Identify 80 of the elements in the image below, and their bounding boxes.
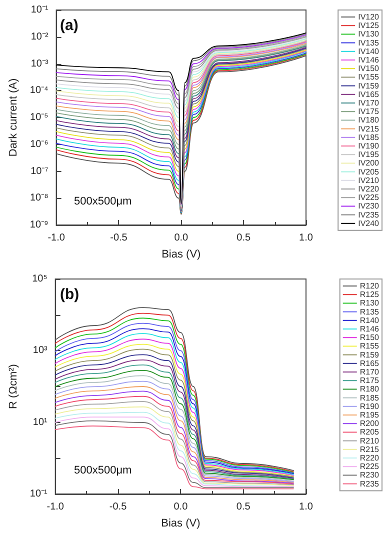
legend-label: R180 (360, 384, 380, 394)
y-tick-label: 10¹ (32, 416, 48, 428)
annotation: (a) (60, 17, 78, 34)
legend-label: IV159 (358, 81, 380, 90)
legend-label: R235 (360, 479, 380, 488)
x-tick-label: 1.0 (299, 232, 314, 244)
x-tick-label: 0.0 (174, 232, 189, 244)
legend-label: IV220 (358, 184, 380, 194)
legend-label: R210 (360, 436, 380, 446)
y-tick-label: 10⁵ (32, 274, 48, 284)
legend-label: R200 (360, 419, 380, 428)
legend-label: IV150 (358, 64, 380, 74)
x-tick-label: 0.5 (236, 232, 251, 244)
legend-label: R140 (360, 316, 380, 325)
y-tick-label: 10⁻³ (30, 58, 49, 70)
legend-label: R130 (360, 298, 380, 308)
legend-label: R185 (360, 393, 380, 402)
annotation: (b) (60, 286, 80, 303)
y-tick-label: 10⁻⁹ (30, 220, 48, 230)
legend-label: R170 (360, 368, 380, 376)
y-tick-label: 10⁻⁷ (30, 166, 49, 177)
x-tick-label: 1.0 (299, 502, 314, 512)
legend-label: R205 (360, 428, 380, 437)
legend-label: IV155 (358, 72, 380, 82)
y-tick-label: 10⁻¹ (30, 488, 48, 500)
x-tick-label: -1.0 (46, 502, 64, 512)
legend-label: IV180 (358, 116, 380, 125)
legend-label: IV120 (358, 12, 380, 22)
legend-label: IV190 (358, 142, 380, 150)
legend-label: IV125 (358, 21, 380, 30)
annotation: 500x500μm (74, 196, 132, 208)
legend-label: IV200 (358, 158, 380, 168)
y-tick-label: 10³ (32, 345, 48, 356)
legend-label: R175 (360, 376, 380, 386)
legend-label: IV195 (358, 150, 380, 160)
x-tick-label: -0.5 (109, 502, 128, 512)
legend-label: IV146 (358, 56, 380, 64)
x-tick-label: -1.0 (48, 232, 66, 244)
legend-label: IV240 (358, 218, 380, 228)
legend-label: IV170 (358, 98, 380, 108)
x-tick-label: 0.0 (174, 502, 188, 512)
legend-label: IV185 (358, 132, 380, 142)
x-axis-title: Bias (V) (162, 248, 201, 260)
legend-label: IV230 (358, 202, 380, 211)
y-tick-label: 10⁻⁸ (30, 192, 48, 204)
y-tick-label: 10⁻⁴ (30, 85, 48, 96)
legend-label: IV235 (358, 210, 380, 220)
legend-label: IV225 (358, 193, 380, 202)
legend-label: IV210 (358, 176, 380, 185)
legend-label: R135 (360, 307, 380, 316)
annotation: 500x500μm (74, 464, 132, 476)
x-tick-label: -0.5 (110, 232, 128, 244)
legend-label: R195 (360, 410, 380, 420)
y-tick-label: 10⁻² (30, 31, 49, 42)
legend-label: IV175 (358, 107, 380, 116)
x-axis-title: Bias (V) (161, 518, 200, 530)
legend-label: R220 (360, 454, 380, 462)
y-axis-title: R (Ωcm²) (8, 364, 20, 409)
y-tick-label: 10⁻¹ (30, 4, 49, 16)
legend-label: R150 (360, 333, 380, 342)
legend-label: IV130 (358, 30, 380, 39)
y-tick-label: 10⁻⁶ (30, 138, 48, 150)
legend-label: IV205 (358, 167, 380, 176)
legend-label: R155 (360, 342, 380, 351)
y-tick-label: 10⁻⁵ (30, 112, 48, 123)
legend-label: R165 (360, 358, 380, 368)
legend-label: R146 (360, 324, 380, 334)
legend-label: IV135 (358, 38, 380, 48)
legend-label: IV140 (358, 46, 380, 56)
y-axis-title: Dark current (A) (8, 78, 20, 157)
legend-label: R159 (360, 350, 380, 360)
legend-label: R190 (360, 402, 380, 411)
legend-label: R230 (360, 470, 380, 480)
legend-label: IV215 (358, 124, 380, 134)
legend-label: R125 (360, 290, 380, 300)
legend-label: IV165 (358, 90, 380, 99)
x-tick-label: 0.5 (236, 502, 251, 512)
legend-label: R225 (360, 462, 380, 472)
legend-label: R120 (360, 282, 380, 290)
legend-label: R215 (360, 444, 380, 454)
